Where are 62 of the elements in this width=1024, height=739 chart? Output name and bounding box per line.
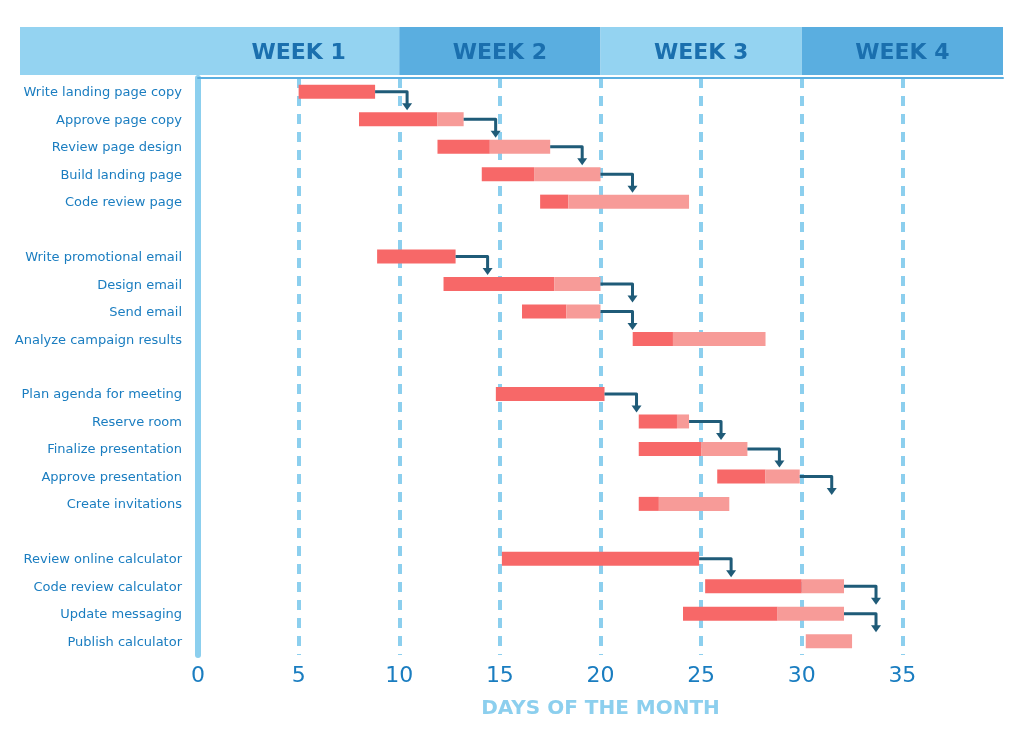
bar <box>534 167 601 182</box>
y-tick-label: Create invitations <box>66 496 183 512</box>
bar <box>489 139 551 154</box>
text: WEEK 1 <box>251 38 346 64</box>
y-tick-label: Analyze campaign results <box>14 331 183 347</box>
x-tick-label: 10 <box>385 661 414 687</box>
bar <box>481 167 535 182</box>
x-tick-label: 30 <box>787 661 816 687</box>
bar <box>568 194 690 209</box>
x-tick-label: 20 <box>586 661 615 687</box>
text: WEEK 4 <box>855 38 950 64</box>
y-tick-label: Approve presentation <box>41 468 182 484</box>
bar <box>638 441 702 456</box>
y-tick-label: Write landing page copy <box>23 84 183 100</box>
bar <box>359 112 438 127</box>
y-tick-label: Update messaging <box>60 606 182 622</box>
bar <box>676 414 690 429</box>
bar <box>658 496 730 511</box>
bar <box>501 551 700 566</box>
bar <box>801 579 845 594</box>
bar <box>638 414 677 429</box>
bar <box>522 304 567 319</box>
text: WEEK 3 <box>653 38 749 64</box>
y-tick-label: Write promotional email <box>25 249 182 265</box>
y-tick-label: Build landing page <box>60 166 182 182</box>
bar <box>298 84 376 99</box>
y-tick-label: Review online calculator <box>23 551 183 567</box>
bar <box>443 277 555 292</box>
x-tick-label: 5 <box>291 661 306 687</box>
x-tick-label: 15 <box>485 661 514 687</box>
y-tick-label: Send email <box>109 304 182 320</box>
bar <box>717 469 766 484</box>
bar <box>683 606 778 621</box>
y-tick-label: Finalize presentation <box>47 441 182 457</box>
bar <box>437 139 490 154</box>
y-tick-label: Code review page <box>64 194 182 210</box>
y-tick-label: Publish calculator <box>67 633 183 649</box>
y-tick-label: Approve page copy <box>56 111 183 127</box>
y-tick-label: Plan agenda for meeting <box>21 386 182 402</box>
bar <box>672 332 766 347</box>
bar <box>566 304 601 319</box>
bar <box>805 634 853 649</box>
bar <box>765 469 800 484</box>
x-tick-label: 35 <box>888 661 917 687</box>
y-tick-label: Reserve room <box>91 413 182 429</box>
x-tick-label: 25 <box>687 661 716 687</box>
x-tick-label: 0 <box>191 661 205 687</box>
bar <box>554 277 601 292</box>
bar <box>540 194 569 209</box>
bar <box>705 579 802 594</box>
bar <box>495 386 605 401</box>
bar <box>377 249 456 264</box>
bar <box>632 332 673 347</box>
bar <box>638 496 659 511</box>
text: WEEK 2 <box>452 38 548 64</box>
y-tick-label: Review page design <box>51 139 182 155</box>
x-axis-title: DAYS OF THE MONTH <box>481 695 720 719</box>
bar <box>777 606 845 621</box>
y-tick-label: Design email <box>97 276 182 292</box>
y-tick-label: Code review calculator <box>33 578 183 594</box>
bar <box>701 441 748 456</box>
bar <box>437 112 464 127</box>
